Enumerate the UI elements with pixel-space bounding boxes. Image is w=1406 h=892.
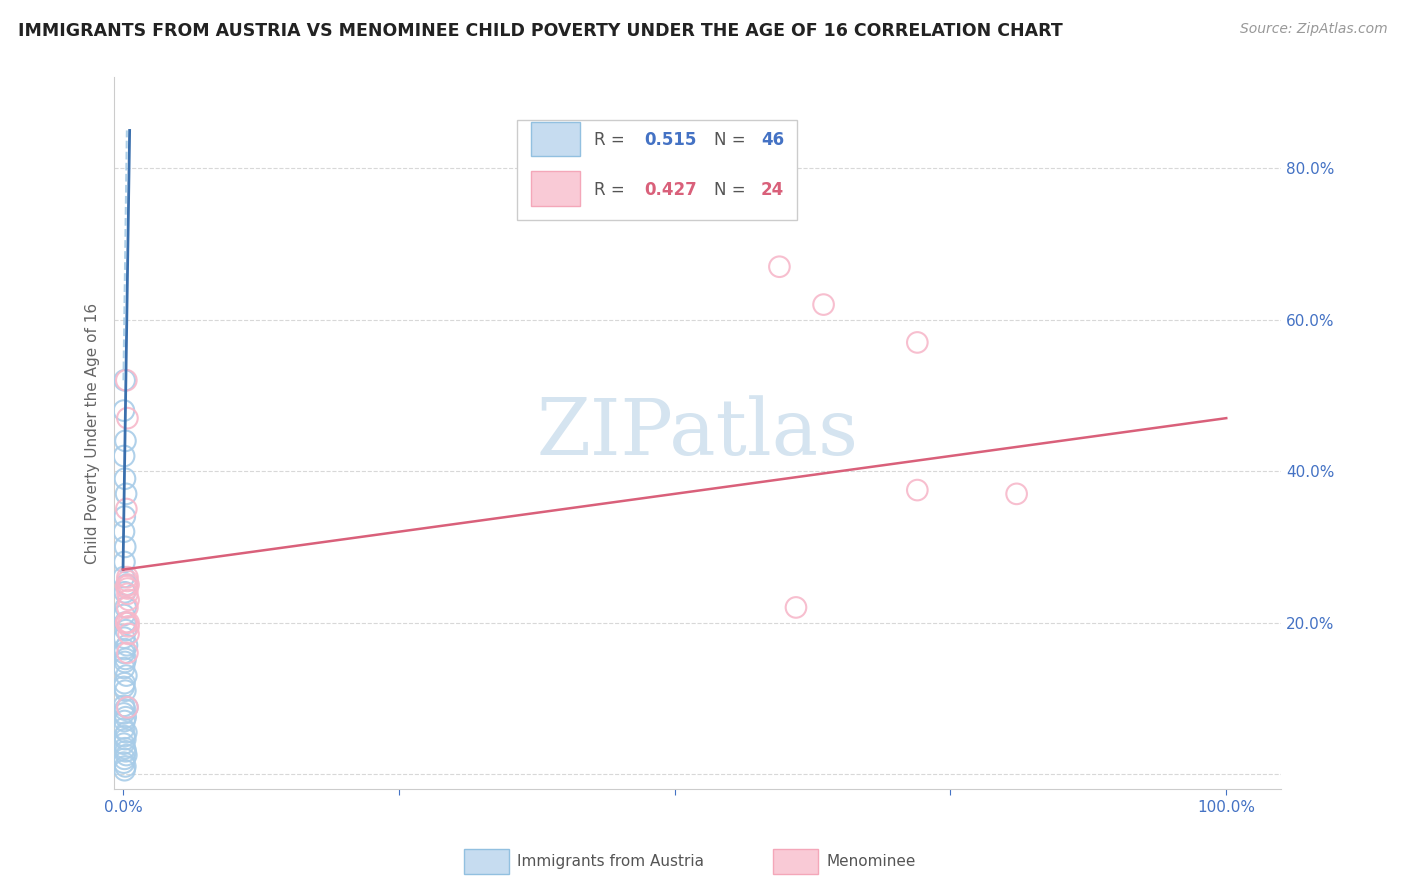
Point: [114, 540, 136, 554]
Point: [114, 710, 136, 724]
Point: [117, 411, 139, 425]
Point: [112, 646, 135, 660]
Text: Immigrants from Austria: Immigrants from Austria: [517, 855, 704, 869]
Point: [112, 607, 135, 622]
Point: [114, 642, 136, 657]
Point: [117, 700, 139, 714]
Point: [905, 483, 928, 497]
Point: [114, 555, 136, 569]
Point: [112, 756, 135, 770]
Point: [117, 627, 139, 641]
Point: [112, 524, 135, 539]
Point: [114, 600, 136, 615]
Point: [114, 615, 136, 630]
Point: [114, 509, 136, 524]
Point: [115, 725, 138, 739]
Text: 0.515: 0.515: [644, 131, 696, 149]
Point: [115, 615, 138, 630]
Point: [115, 615, 138, 630]
Point: [114, 741, 136, 756]
Point: [117, 592, 139, 607]
FancyBboxPatch shape: [517, 120, 797, 219]
Point: [112, 680, 135, 694]
Point: [115, 668, 138, 682]
Point: [114, 714, 136, 728]
Text: Source: ZipAtlas.com: Source: ZipAtlas.com: [1240, 22, 1388, 37]
Point: [115, 578, 138, 592]
Text: R =: R =: [593, 181, 630, 199]
Point: [114, 683, 136, 698]
Point: [114, 472, 136, 486]
Point: [117, 578, 139, 592]
Text: IMMIGRANTS FROM AUSTRIA VS MENOMINEE CHILD POVERTY UNDER THE AGE OF 16 CORRELATI: IMMIGRANTS FROM AUSTRIA VS MENOMINEE CHI…: [18, 22, 1063, 40]
Text: 24: 24: [761, 181, 785, 199]
Point: [112, 706, 135, 721]
Point: [114, 759, 136, 773]
Point: [114, 763, 136, 777]
Point: [785, 600, 807, 615]
Point: [114, 585, 136, 599]
Point: [115, 487, 138, 501]
Point: [114, 744, 136, 758]
Point: [117, 582, 139, 596]
Point: [115, 623, 138, 637]
Point: [112, 449, 135, 463]
Point: [115, 747, 138, 762]
Point: [112, 698, 135, 713]
Point: [117, 574, 139, 588]
Point: [114, 434, 136, 448]
Point: [114, 732, 136, 747]
FancyBboxPatch shape: [531, 121, 579, 156]
Point: [115, 638, 138, 652]
FancyBboxPatch shape: [531, 171, 579, 205]
Text: N =: N =: [714, 131, 751, 149]
Point: [117, 587, 139, 601]
Point: [114, 729, 136, 743]
Point: [813, 297, 835, 311]
Point: [117, 615, 139, 630]
Point: [114, 703, 136, 717]
Point: [114, 652, 136, 666]
Text: 46: 46: [761, 131, 785, 149]
Point: [117, 619, 139, 633]
Point: [112, 403, 135, 417]
Point: [112, 661, 135, 675]
Point: [114, 655, 136, 669]
Point: [112, 570, 135, 584]
Text: ZIPatlas: ZIPatlas: [537, 395, 859, 471]
Point: [114, 373, 136, 387]
Point: [768, 260, 790, 274]
Point: [112, 631, 135, 645]
Point: [1005, 487, 1028, 501]
Point: [114, 676, 136, 690]
Point: [114, 752, 136, 766]
Text: 0.427: 0.427: [644, 181, 697, 199]
Point: [117, 646, 139, 660]
Point: [905, 335, 928, 350]
Point: [117, 600, 139, 615]
Y-axis label: Child Poverty Under the Age of 16: Child Poverty Under the Age of 16: [86, 302, 100, 564]
Point: [115, 579, 138, 593]
Point: [117, 570, 139, 584]
Text: R =: R =: [593, 131, 630, 149]
Point: [115, 373, 138, 387]
Point: [115, 502, 138, 516]
Point: [112, 737, 135, 751]
Text: N =: N =: [714, 181, 751, 199]
Point: [112, 722, 135, 736]
Point: [117, 700, 139, 714]
Text: Menominee: Menominee: [827, 855, 917, 869]
